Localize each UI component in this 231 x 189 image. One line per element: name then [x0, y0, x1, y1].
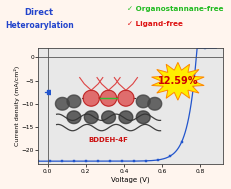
Polygon shape [83, 90, 99, 106]
Text: ✓ Ligand-free: ✓ Ligand-free [127, 21, 183, 27]
Text: Direct: Direct [25, 8, 54, 17]
Polygon shape [136, 95, 150, 108]
Polygon shape [119, 111, 133, 124]
Polygon shape [148, 97, 162, 110]
Text: 12.59%: 12.59% [158, 76, 198, 86]
Polygon shape [118, 90, 134, 106]
Y-axis label: Current density (mA/cm²): Current density (mA/cm²) [14, 66, 20, 146]
Legend: PM6:BDDEH-4F: PM6:BDDEH-4F [43, 88, 99, 97]
Text: ✓ Organostannane-free: ✓ Organostannane-free [127, 6, 224, 12]
Polygon shape [152, 62, 204, 100]
Text: BDDEH-4F: BDDEH-4F [89, 137, 128, 143]
Polygon shape [67, 95, 81, 108]
Polygon shape [67, 111, 81, 124]
Polygon shape [102, 111, 116, 124]
X-axis label: Voltage (V): Voltage (V) [111, 176, 150, 183]
Polygon shape [84, 111, 98, 124]
Text: Heteroarylation: Heteroarylation [5, 21, 74, 30]
Polygon shape [100, 90, 117, 106]
Polygon shape [136, 111, 150, 124]
Polygon shape [55, 97, 69, 110]
